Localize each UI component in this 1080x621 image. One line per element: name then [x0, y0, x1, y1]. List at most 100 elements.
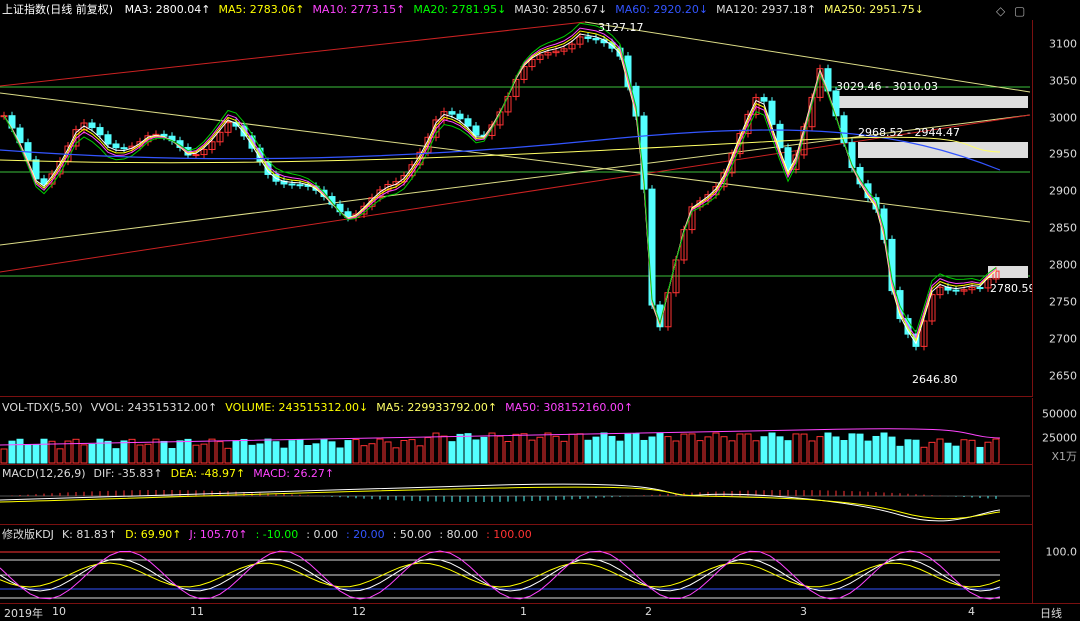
candle: [456, 113, 464, 120]
kdj-label: J: 105.70↑: [189, 528, 248, 541]
candle: [536, 54, 544, 60]
macd-panel[interactable]: [0, 464, 1032, 525]
trend-line: [584, 21, 1031, 93]
candle: [984, 278, 992, 289]
price-annotation: 2780.59: [990, 282, 1032, 295]
date-label: 4: [968, 605, 975, 618]
candle: [208, 141, 216, 150]
candle: [576, 36, 584, 45]
volume-bar: [968, 439, 976, 464]
volume-bar: [160, 440, 168, 464]
date-label: 3: [800, 605, 807, 618]
volume-bar: [992, 438, 1000, 464]
volume-bar: [280, 447, 288, 464]
candle: [952, 289, 960, 292]
price-tick: 3100: [1049, 37, 1077, 51]
ma-label: MA30: 2850.67↓: [514, 3, 608, 16]
candle: [120, 147, 128, 150]
volume-bar: [352, 439, 360, 464]
volume-bar: [96, 438, 104, 464]
price-tick: 3000: [1049, 111, 1077, 125]
volume-bar: [664, 436, 672, 464]
macd-label: DEA: -48.97↑: [170, 467, 246, 480]
volume-bar: [112, 448, 120, 464]
price-annotation: 3029.46 - 3010.03: [836, 80, 938, 93]
macd-label: DIF: -35.83↑: [93, 467, 163, 480]
volume-bar: [256, 443, 264, 464]
ma-label: MA120: 2937.18↑: [716, 3, 817, 16]
price-tick: 2850: [1049, 221, 1077, 235]
volume-bar: [712, 432, 720, 464]
candle: [216, 131, 224, 143]
period-button[interactable]: 日线: [1040, 607, 1062, 620]
window-icon[interactable]: ▢: [1014, 4, 1026, 18]
volume-bar: [616, 440, 624, 464]
volume-bar: [24, 444, 32, 464]
volume-tick: 25000: [1042, 431, 1077, 445]
price-panel[interactable]: [0, 20, 1032, 397]
volume-bar: [424, 437, 432, 464]
volume-bar: [680, 433, 688, 464]
volume-label: VOLUME: 243515312.00↓: [225, 401, 369, 414]
volume-tick: 50000: [1042, 407, 1077, 421]
price-tick: 2750: [1049, 295, 1077, 309]
volume-bar: [496, 435, 504, 464]
volume-label: MA5: 229933792.00↑: [376, 401, 498, 414]
kdj-tick: 100.0: [1045, 545, 1078, 559]
candle: [920, 320, 928, 347]
candle: [80, 122, 88, 131]
price-annotation: 2968.52 - 2944.47: [858, 126, 960, 139]
ma-label: MA60: 2920.20↓: [615, 3, 709, 16]
volume-bar: [592, 436, 600, 464]
volume-bar: [512, 433, 520, 464]
volume-bar: [56, 448, 64, 464]
volume-bar: [328, 441, 336, 464]
ma60-line: [0, 129, 1001, 171]
macd-label: MACD: 26.27↑: [253, 467, 335, 480]
volume-panel[interactable]: [0, 398, 1032, 465]
candle: [40, 178, 48, 185]
dif-line: [0, 483, 1001, 522]
volume-bar: [960, 439, 968, 464]
volume-bar: [240, 438, 248, 464]
diamond-icon[interactable]: ◇: [996, 4, 1006, 18]
volume-bar: [464, 433, 472, 464]
volume-bar: [304, 445, 312, 464]
volume-bar: [224, 447, 232, 464]
volume-bar: [912, 439, 920, 464]
volume-bar: [200, 443, 208, 464]
volume-label: VOL-TDX(5,50): [2, 401, 83, 414]
volume-bar: [176, 440, 184, 464]
volume-bar: [976, 446, 984, 464]
volume-bar: [48, 440, 56, 464]
chart-canvas[interactable]: 3127.17 3029.46 - 3010.03 2968.52 - 2944.4…: [0, 0, 1032, 603]
price-tick: 2950: [1049, 147, 1077, 161]
ma-line: [3, 27, 997, 339]
macd-axis: [1032, 464, 1080, 525]
candle: [936, 286, 944, 296]
candle: [464, 118, 472, 127]
candle: [336, 203, 344, 213]
volume-bar: [984, 441, 992, 464]
candle: [760, 97, 768, 102]
volume-bar: [408, 439, 416, 464]
chart-title: 上证指数(日线 前复权): [2, 3, 114, 16]
volume-bar: [120, 440, 128, 464]
volume-bar: [952, 445, 960, 464]
volume-bar: [64, 440, 72, 464]
volume-bar: [144, 443, 152, 464]
kdj-label: : 20.00: [345, 528, 385, 541]
volume-bar: [448, 441, 456, 464]
volume-bar: [752, 440, 760, 464]
volume-bar: [864, 440, 872, 464]
candle: [968, 287, 976, 291]
volume-bar: [520, 433, 528, 464]
kdj-axis: 100.0: [1032, 525, 1080, 603]
price-zone: [835, 96, 1028, 108]
trend-line: [0, 114, 1031, 246]
kdj-label: : 0.00: [306, 528, 338, 541]
date-label: 2019年: [4, 607, 43, 620]
price-tick: 2800: [1049, 258, 1077, 272]
price-tick: 2700: [1049, 332, 1077, 346]
volume-bar: [536, 436, 544, 464]
